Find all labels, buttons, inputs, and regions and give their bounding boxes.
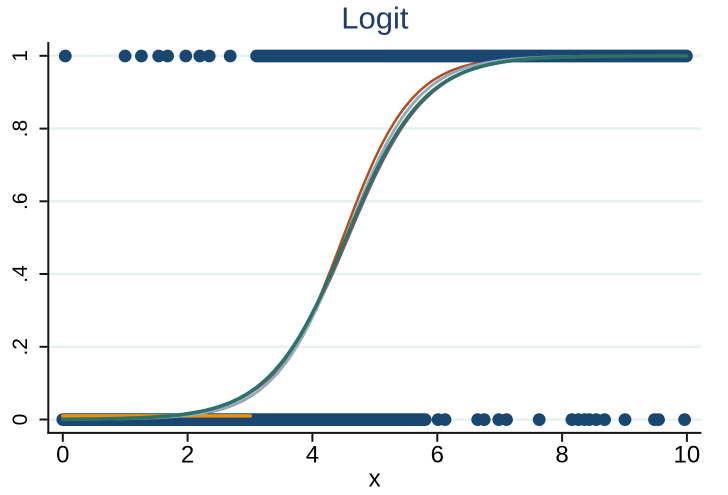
- svg-text:.4: .4: [9, 265, 32, 283]
- svg-text:.2: .2: [9, 338, 32, 356]
- svg-text:10: 10: [674, 442, 701, 469]
- svg-text:8: 8: [555, 442, 568, 469]
- svg-text:Logit: Logit: [341, 0, 409, 35]
- svg-text:.6: .6: [9, 193, 32, 211]
- svg-text:6: 6: [431, 442, 444, 469]
- svg-text:x: x: [369, 466, 381, 493]
- svg-text:0: 0: [56, 442, 69, 469]
- svg-text:2: 2: [181, 442, 194, 469]
- svg-text:0: 0: [9, 414, 32, 426]
- svg-text:1: 1: [9, 50, 32, 62]
- svg-text:4: 4: [306, 442, 319, 469]
- svg-text:.8: .8: [9, 120, 32, 138]
